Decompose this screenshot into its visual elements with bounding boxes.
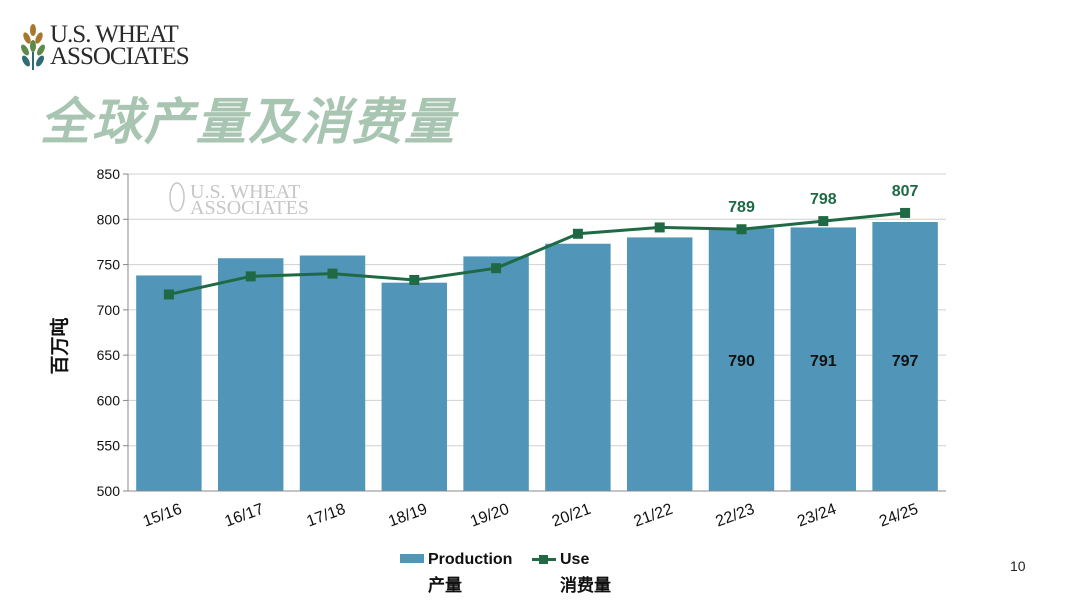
x-tick-label: 21/22 bbox=[632, 501, 676, 531]
page-title: 全球产量及消费量 bbox=[40, 93, 456, 151]
data-label-production: 791 bbox=[810, 353, 837, 370]
page-number: 10 bbox=[1010, 558, 1026, 574]
y-tick-label: 650 bbox=[97, 347, 121, 363]
data-label-production: 797 bbox=[892, 353, 919, 370]
legend-use-label: Use bbox=[560, 551, 590, 568]
legend-use: Use 消费量 bbox=[532, 551, 611, 596]
point-use bbox=[327, 268, 338, 279]
y-tick-label: 850 bbox=[97, 166, 121, 182]
bar-production bbox=[790, 227, 857, 492]
x-tick-label: 24/25 bbox=[877, 501, 921, 531]
y-axis-title: 百万吨 bbox=[48, 317, 71, 374]
legend-production: Production 产量 bbox=[400, 551, 512, 596]
x-tick-label: 15/16 bbox=[141, 501, 185, 531]
point-use bbox=[572, 228, 583, 239]
watermark-line1: U.S. WHEAT bbox=[190, 181, 300, 203]
data-label-use: 807 bbox=[892, 183, 919, 200]
logo-text-line2: ASSOCIATES bbox=[50, 43, 190, 70]
y-tick-label: 750 bbox=[97, 257, 121, 273]
bar-production bbox=[708, 228, 775, 492]
point-use bbox=[163, 289, 174, 300]
legend-production-label-cn: 产量 bbox=[428, 576, 462, 596]
x-tick-label: 20/21 bbox=[550, 501, 594, 531]
bar-production bbox=[872, 222, 938, 491]
x-tick-label: 16/17 bbox=[223, 501, 267, 531]
point-use bbox=[818, 216, 829, 227]
logo-text-line1: U.S. WHEAT bbox=[50, 21, 179, 48]
point-use bbox=[245, 271, 256, 282]
data-label-production: 790 bbox=[728, 353, 755, 370]
y-tick-label: 550 bbox=[97, 438, 121, 454]
legend-production-label: Production bbox=[428, 551, 513, 568]
point-use bbox=[900, 207, 911, 218]
x-tick-label: 19/20 bbox=[468, 501, 512, 531]
bar-production bbox=[381, 282, 448, 491]
watermark-line2: ASSOCIATES bbox=[190, 197, 309, 219]
y-tick-label: 700 bbox=[97, 302, 121, 318]
x-tick-label: 23/24 bbox=[795, 501, 839, 531]
bar-production bbox=[626, 237, 693, 491]
point-use bbox=[654, 222, 665, 233]
bar-production bbox=[463, 256, 529, 491]
point-use bbox=[736, 224, 747, 235]
x-tick-label: 18/19 bbox=[386, 501, 430, 531]
bar-production bbox=[299, 255, 366, 491]
data-label-use: 789 bbox=[728, 199, 755, 216]
y-tick-label: 500 bbox=[97, 483, 121, 499]
bar-production bbox=[545, 243, 611, 491]
point-use bbox=[491, 263, 502, 274]
legend-use-label-cn: 消费量 bbox=[560, 576, 611, 596]
x-tick-label: 22/23 bbox=[713, 501, 757, 531]
data-label-use: 798 bbox=[810, 191, 837, 208]
y-tick-label: 800 bbox=[97, 211, 121, 227]
bar-production bbox=[136, 275, 202, 491]
legend-swatch-use bbox=[532, 553, 556, 565]
legend-swatch-production bbox=[400, 554, 424, 564]
usw-logo: U.S. WHEAT ASSOCIATES bbox=[18, 22, 203, 72]
point-use bbox=[409, 274, 420, 285]
x-tick-label: 17/18 bbox=[304, 501, 348, 531]
legend: Production 产量 Use 消费量 bbox=[400, 551, 660, 601]
line-use bbox=[168, 211, 906, 296]
wheat-logo-icon bbox=[21, 24, 45, 70]
bar-production bbox=[217, 258, 284, 491]
y-tick-label: 600 bbox=[97, 392, 121, 408]
watermark-wheat-icon bbox=[169, 182, 185, 212]
